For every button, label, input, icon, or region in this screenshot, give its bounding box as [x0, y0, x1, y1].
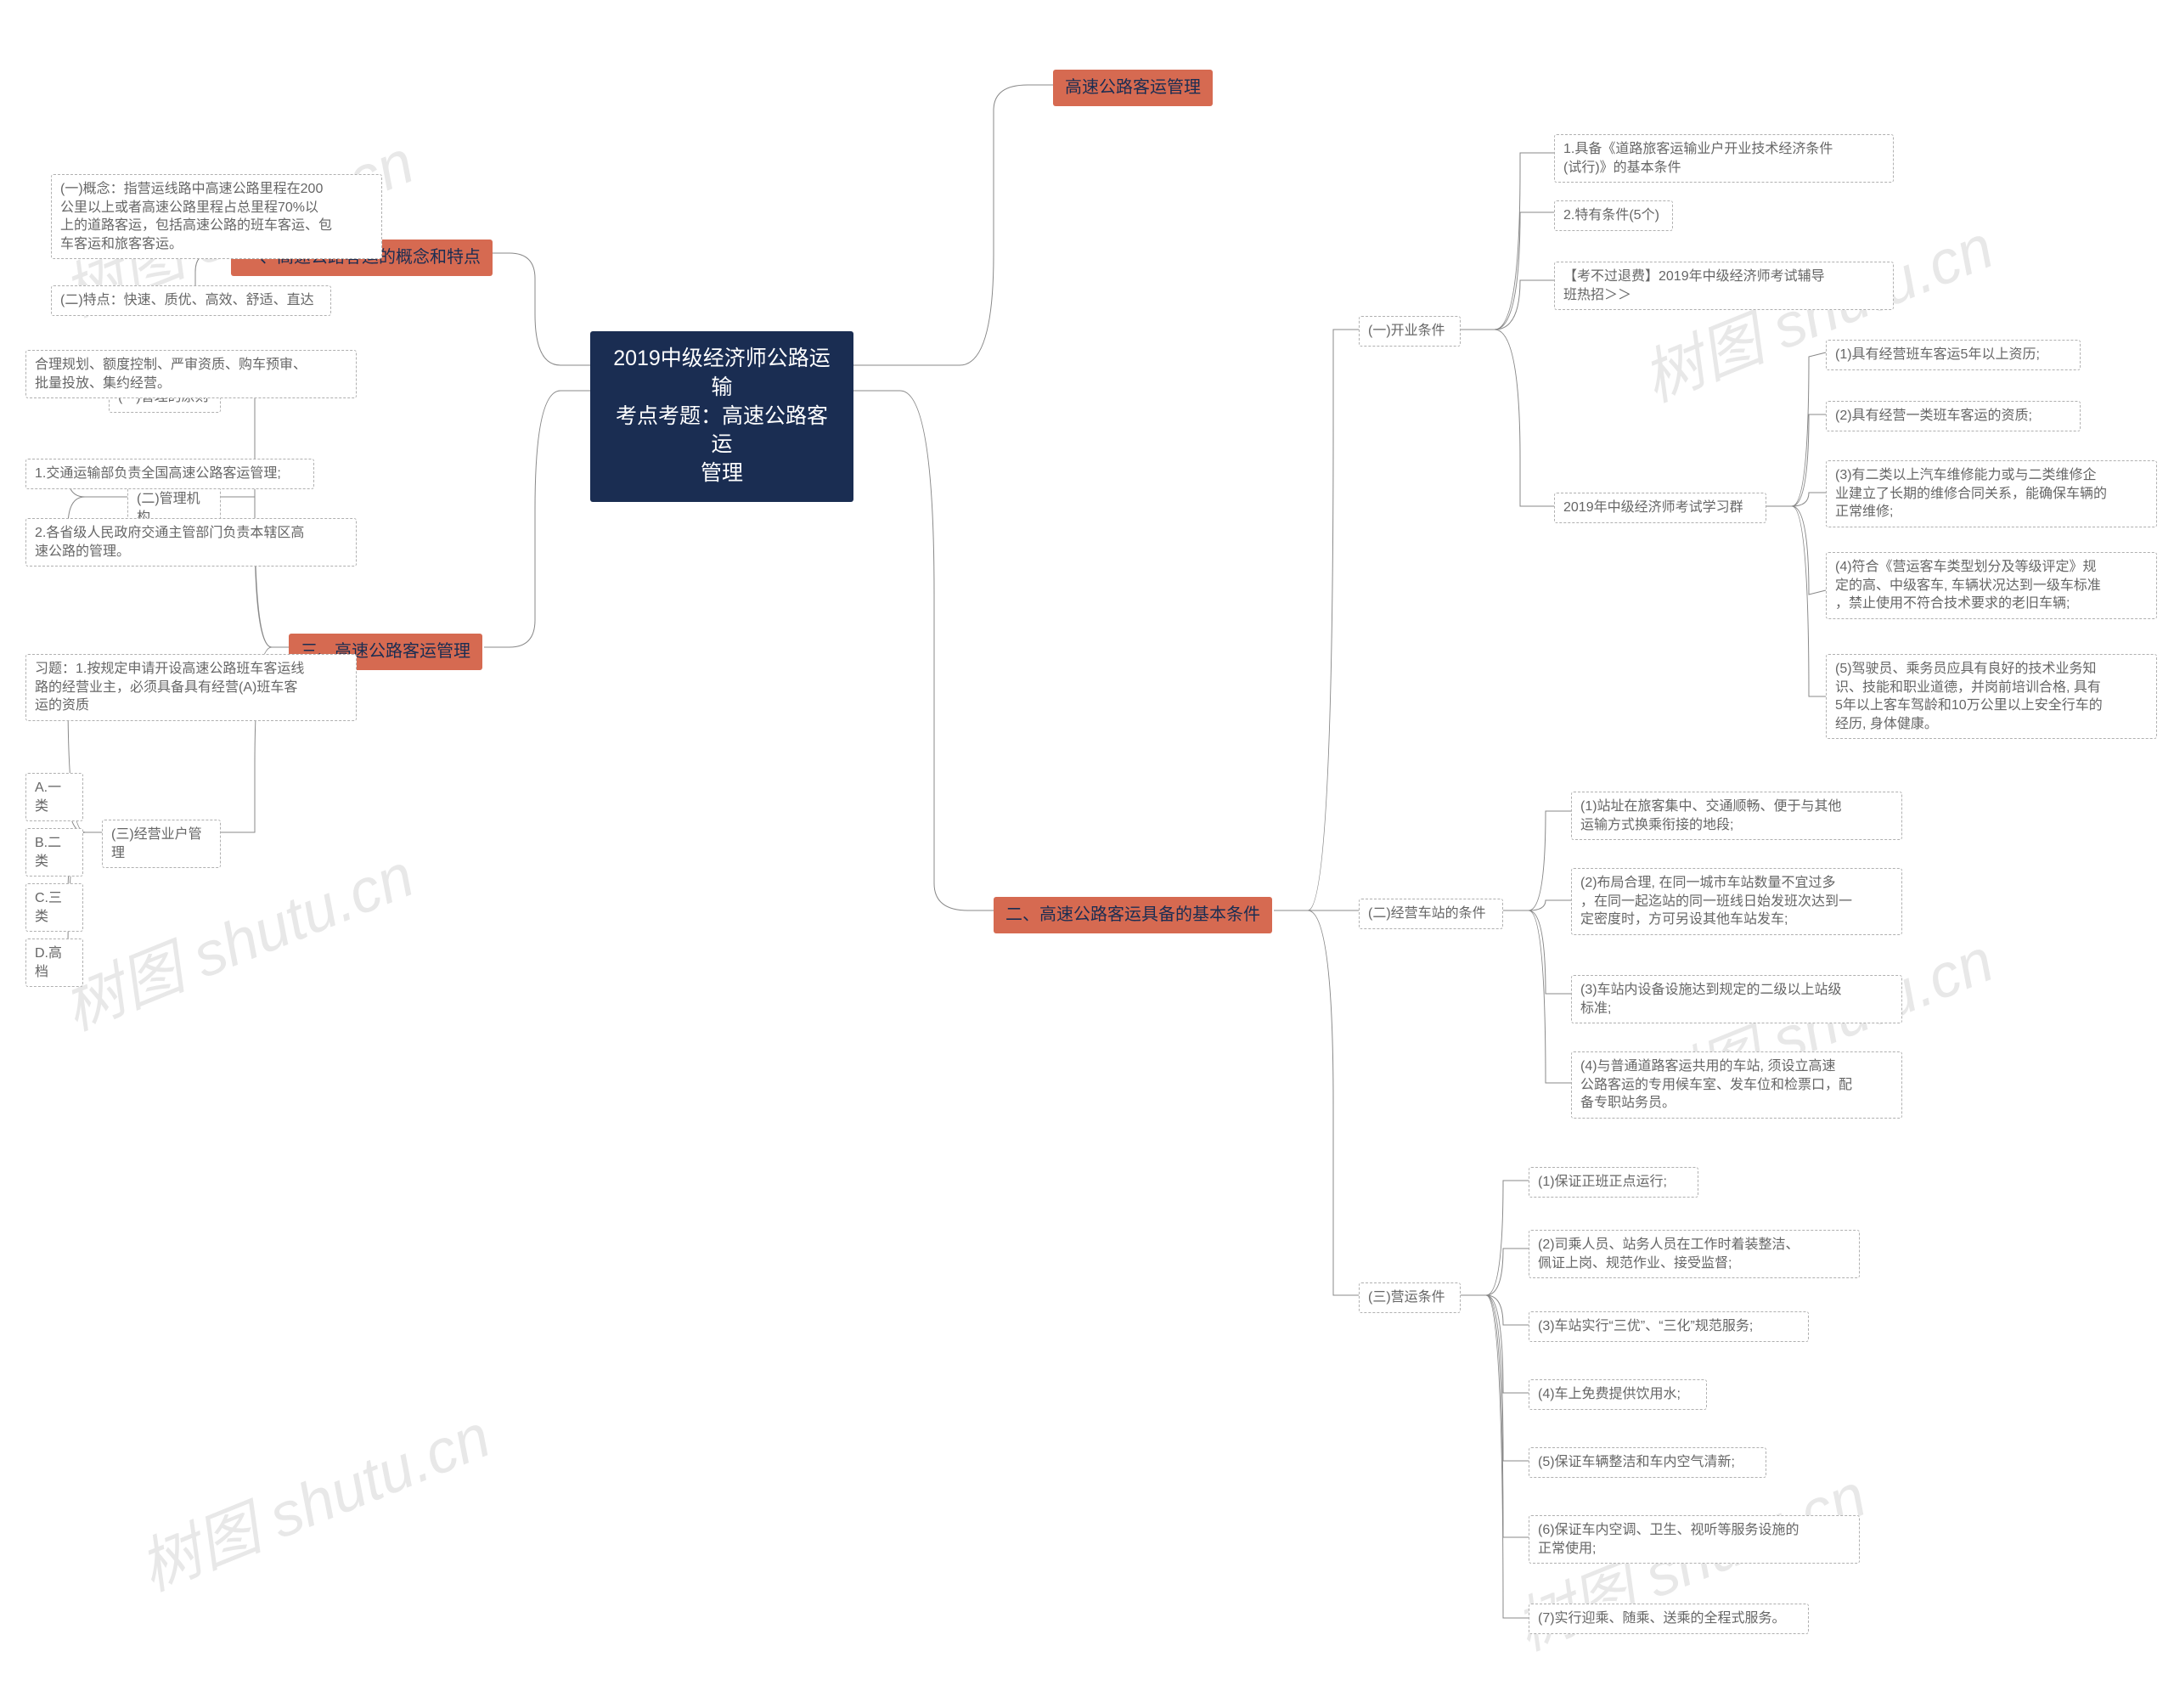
leaf-c3-d2[interactable]: (2)司乘人员、站务人员在工作时着装整洁、佩证上岗、规范作业、接受监督; [1529, 1230, 1860, 1278]
leaf-g-e5[interactable]: (5)驾驶员、乘务员应具有良好的技术业务知识、技能和职业道德，并岗前培训合格, … [1826, 654, 2157, 739]
leaf-b2-c3[interactable]: (三)营运条件 [1359, 1282, 1461, 1313]
leaf-g-e1[interactable]: (1)具有经营班车客运5年以上资历; [1826, 340, 2081, 370]
leaf-text: (6)保证车内空调、卫生、视听等服务设施的正常使用; [1538, 1521, 1799, 1558]
leaf-text: (5)驾驶员、乘务员应具有良好的技术业务知识、技能和职业道德，并岗前培训合格, … [1835, 660, 2103, 733]
leaf-b2-c1-g[interactable]: 2019年中级经济师考试学习群 [1554, 493, 1766, 523]
leaf-b2-c2[interactable]: (二)经营车站的条件 [1359, 899, 1503, 929]
leaf-c2-d1[interactable]: (1)站址在旅客集中、交通顺畅、便于与其他运输方式换乘衔接的地段; [1571, 792, 1902, 840]
branch-label: 二、高速公路客运具备的基本条件 [1005, 904, 1260, 927]
leaf-b3-c2-d1[interactable]: 1.交通运输部负责全国高速公路客运管理; [25, 459, 314, 489]
branch-top-dup[interactable]: 高速公路客运管理 [1053, 70, 1213, 106]
leaf-text: (2)司乘人员、站务人员在工作时着装整洁、佩证上岗、规范作业、接受监督; [1538, 1236, 1799, 1272]
leaf-text: (二)特点：快速、质优、高效、舒适、直达 [60, 291, 314, 310]
leaf-b3-c3-pre[interactable]: 习题：1.按规定申请开设高速公路班车客运线路的经营业主，必须具备具有经营(A)班… [25, 654, 357, 721]
leaf-b3-c3-c[interactable]: C.三类 [25, 883, 83, 932]
leaf-text: B.二类 [35, 834, 74, 871]
leaf-b3-c3-d[interactable]: D.高档 [25, 939, 83, 987]
leaf-text: (4)符合《营运客车类型划分及等级评定》规定的高、中级客车, 车辆状况达到一级车… [1835, 558, 2101, 613]
leaf-text: 1.具备《道路旅客运输业户开业技术经济条件(试行)》的基本条件 [1563, 140, 1833, 177]
leaf-text: (4)与普通道路客运共用的车站, 须设立高速公路客运的专用候车室、发车位和检票口… [1580, 1057, 1852, 1113]
leaf-b3-c1-d1[interactable]: 合理规划、额度控制、严审资质、购车预审、批量投放、集约经营。 [25, 350, 357, 398]
branch-label: 高速公路客运管理 [1065, 76, 1201, 99]
leaf-text: 2.特有条件(5个) [1563, 206, 1659, 225]
leaf-text: (一)开业条件 [1368, 322, 1445, 341]
leaf-text: (7)实行迎乘、随乘、送乘的全程式服务。 [1538, 1609, 1786, 1628]
leaf-c3-d1[interactable]: (1)保证正班正点运行; [1529, 1167, 1698, 1198]
leaf-text: 1.交通运输部负责全国高速公路客运管理; [35, 465, 281, 483]
leaf-text: (二)经营车站的条件 [1368, 905, 1486, 923]
leaf-c2-d2[interactable]: (2)布局合理, 在同一城市车站数量不宜过多，在同一起迄站的同一班线日始发班次达… [1571, 868, 1902, 935]
leaf-text: (3)有二类以上汽车维修能力或与二类维修企业建立了长期的维修合同关系，能确保车辆… [1835, 466, 2107, 521]
leaf-text: 合理规划、额度控制、严审资质、购车预审、批量投放、集约经营。 [35, 356, 307, 392]
leaf-g-e2[interactable]: (2)具有经营一类班车客运的资质; [1826, 401, 2081, 431]
leaf-text: (1)具有经营班车客运5年以上资历; [1835, 346, 2040, 364]
leaf-b2-c1-d3[interactable]: 【考不过退费】2019年中级经济师考试辅导班热招＞＞ [1554, 262, 1894, 310]
leaf-b3-c3-b[interactable]: B.二类 [25, 828, 83, 877]
leaf-b2-c1[interactable]: (一)开业条件 [1359, 316, 1461, 347]
watermark: 树图 shutu.cn [124, 1386, 501, 1608]
leaf-text: (三)营运条件 [1368, 1288, 1445, 1307]
leaf-g-e3[interactable]: (3)有二类以上汽车维修能力或与二类维修企业建立了长期的维修合同关系，能确保车辆… [1826, 460, 2157, 527]
leaf-c3-d5[interactable]: (5)保证车辆整洁和车内空气清新; [1529, 1447, 1766, 1478]
leaf-c3-d4[interactable]: (4)车上免费提供饮用水; [1529, 1379, 1707, 1410]
leaf-b2-c1-d2[interactable]: 2.特有条件(5个) [1554, 200, 1673, 231]
leaf-text: (4)车上免费提供饮用水; [1538, 1385, 1681, 1404]
leaf-text: (5)保证车辆整洁和车内空气清新; [1538, 1453, 1735, 1472]
branch-2[interactable]: 二、高速公路客运具备的基本条件 [994, 897, 1272, 933]
leaf-c2-d3[interactable]: (3)车站内设备设施达到规定的二级以上站级标准; [1571, 975, 1902, 1023]
leaf-c2-d4[interactable]: (4)与普通道路客运共用的车站, 须设立高速公路客运的专用候车室、发车位和检票口… [1571, 1051, 1902, 1119]
leaf-text: (2)具有经营一类班车客运的资质; [1835, 407, 2032, 426]
leaf-text: (三)经营业户管理 [111, 826, 211, 862]
leaf-text: (1)保证正班正点运行; [1538, 1173, 1667, 1192]
root-node[interactable]: 2019中级经济师公路运输考点考题：高速公路客运管理 [590, 331, 853, 502]
leaf-text: (2)布局合理, 在同一城市车站数量不宜过多，在同一起迄站的同一班线日始发班次达… [1580, 874, 1852, 929]
leaf-c3-d3[interactable]: (3)车站实行“三优”、“三化”规范服务; [1529, 1311, 1809, 1342]
leaf-text: 2.各省级人民政府交通主管部门负责本辖区高速公路的管理。 [35, 524, 304, 561]
root-label: 2019中级经济师公路运输考点考题：高速公路客运管理 [607, 345, 836, 488]
leaf-text: (3)车站实行“三优”、“三化”规范服务; [1538, 1317, 1753, 1336]
leaf-b2-c1-d1[interactable]: 1.具备《道路旅客运输业户开业技术经济条件(试行)》的基本条件 [1554, 134, 1894, 183]
leaf-c3-d7[interactable]: (7)实行迎乘、随乘、送乘的全程式服务。 [1529, 1604, 1809, 1634]
leaf-c3-d6[interactable]: (6)保证车内空调、卫生、视听等服务设施的正常使用; [1529, 1515, 1860, 1564]
leaf-b3-c3[interactable]: (三)经营业户管理 [102, 820, 221, 868]
leaf-text: (一)概念：指营运线路中高速公路里程在200公里以上或者高速公路里程占总里程70… [60, 180, 332, 253]
leaf-b3-c3-a[interactable]: A.一类 [25, 773, 83, 821]
leaf-b1-c2[interactable]: (二)特点：快速、质优、高效、舒适、直达 [51, 285, 331, 316]
leaf-text: D.高档 [35, 944, 74, 981]
leaf-text: 2019年中级经济师考试学习群 [1563, 499, 1743, 517]
leaf-text: A.一类 [35, 779, 74, 815]
leaf-text: 【考不过退费】2019年中级经济师考试辅导班热招＞＞ [1563, 268, 1825, 304]
leaf-text: C.三类 [35, 889, 74, 926]
leaf-text: 习题：1.按规定申请开设高速公路班车客运线路的经营业主，必须具备具有经营(A)班… [35, 660, 304, 715]
leaf-text: (3)车站内设备设施达到规定的二级以上站级标准; [1580, 981, 1842, 1017]
leaf-b3-c2-d2[interactable]: 2.各省级人民政府交通主管部门负责本辖区高速公路的管理。 [25, 518, 357, 567]
leaf-text: (1)站址在旅客集中、交通顺畅、便于与其他运输方式换乘衔接的地段; [1580, 798, 1842, 834]
leaf-b1-c1[interactable]: (一)概念：指营运线路中高速公路里程在200公里以上或者高速公路里程占总里程70… [51, 174, 382, 259]
leaf-g-e4[interactable]: (4)符合《营运客车类型划分及等级评定》规定的高、中级客车, 车辆状况达到一级车… [1826, 552, 2157, 619]
